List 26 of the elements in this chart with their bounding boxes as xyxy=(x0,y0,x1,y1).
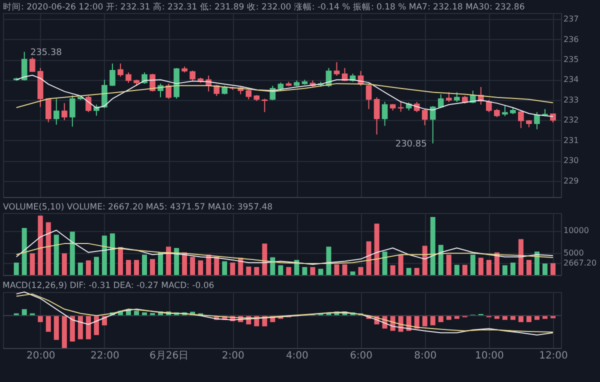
y-tick-label: 234 xyxy=(564,75,579,84)
y-tick-label: 237 xyxy=(564,14,579,24)
x-tick-label: 4:00 xyxy=(286,350,308,362)
chart-title: 时间: 2020-06-26 12:00 开: 232.31 高: 232.31 低: 231.89 收: 232.00 涨幅: -0.14 % 振幅: 0.18 % MA7: 232.18 MA30: 232.86 xyxy=(3,2,525,12)
annotation: 230.85 xyxy=(395,139,427,150)
x-tick-label: 22:00 xyxy=(90,350,120,362)
chart-title: MACD(12,26,9) DIF: -0.31 DEA: -0.27 MACD: -0.06 xyxy=(2,281,214,291)
y-tick-label: 230 xyxy=(564,156,579,166)
x-tick-label: 20:00 xyxy=(26,350,56,362)
annotation: 235.38 xyxy=(30,48,62,58)
y-tick-label: 231 xyxy=(564,136,579,145)
y-tick-label: 5000 xyxy=(564,248,584,258)
x-tick-label: 6:00 xyxy=(350,350,372,362)
y-tick-label: 233 xyxy=(564,95,579,104)
x-tick-label: 2:00 xyxy=(222,350,244,362)
x-tick-label: 6月26日 xyxy=(149,350,189,362)
y-tick-label: 236 xyxy=(564,34,579,44)
y-tick-label: 232 xyxy=(564,116,579,125)
y-tick-label: 235 xyxy=(564,55,579,64)
x-tick-label: 12:00 xyxy=(539,350,568,362)
x-tick-label: 8:00 xyxy=(414,350,437,362)
x-tick-label: 10:00 xyxy=(475,350,504,362)
y-tick-label: 10000 xyxy=(564,226,589,236)
y-tick-label: 2667.20 xyxy=(564,258,597,268)
chart-title: VOLUME(5,10) VOLUME: 2667.20 MA5: 4371.57 MA10: 3957.48 xyxy=(3,202,273,212)
y-tick-label: 229 xyxy=(564,176,579,186)
